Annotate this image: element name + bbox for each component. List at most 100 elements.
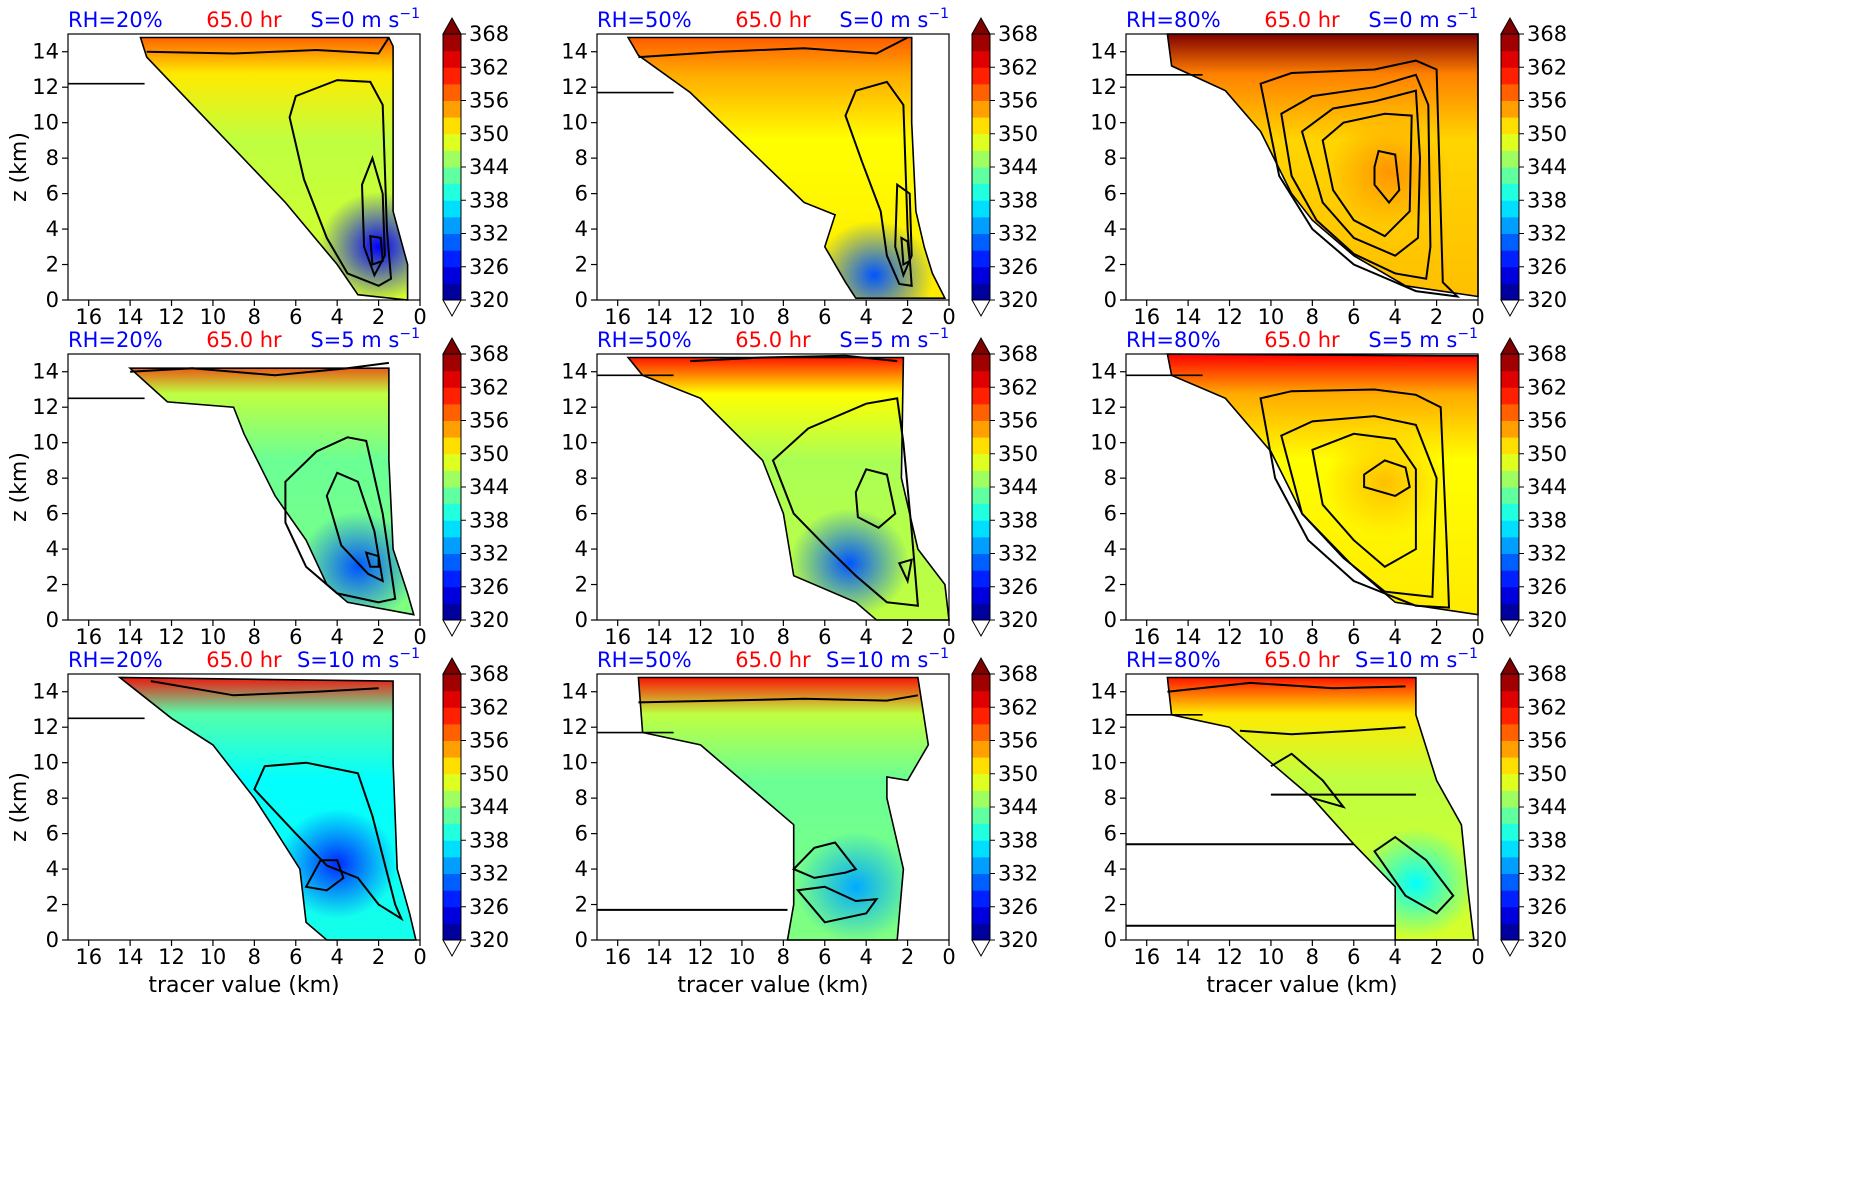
theta-field (130, 368, 414, 615)
title-shear: S=10 m s−1 (1355, 646, 1478, 672)
colorbar-tick-label: 368 (998, 342, 1038, 366)
y-tick-label: 0 (575, 288, 588, 312)
panel-rh20-5ms: 16 14 12 10 8 6 4 2 0 0 2 4 6 8 10 12 14 z (km) RH=20% 65.0… (7, 326, 509, 649)
colorbar: 320 326 332 338 344 350 356 362 368 (442, 656, 509, 958)
x-tick-label: 6 (1347, 305, 1360, 329)
colorbar-band (972, 83, 990, 101)
axes-frame (67, 33, 421, 301)
colorbar-band (972, 707, 990, 725)
axes-frame (596, 673, 950, 941)
colorbar-band (972, 570, 990, 588)
title-time: 65.0 hr (735, 328, 811, 352)
contour-line (1373, 149, 1401, 205)
panel-grid: 16 14 12 10 8 6 4 2 0 0 2 4 6 8 10 12 14 z (km) RH=20% 65.0… (7, 6, 1567, 998)
y-tick-label: 10 (561, 111, 588, 135)
colorbar-band (972, 403, 990, 421)
title-shear: S=5 m s−1 (1368, 326, 1478, 352)
colorbar: 320 326 332 338 344 350 356 362 368 (1500, 336, 1567, 638)
colorbar-tick-label: 362 (1527, 695, 1567, 719)
title-time: 65.0 hr (1264, 328, 1340, 352)
y-tick-label: 0 (575, 928, 588, 952)
colorbar-extend-max (971, 656, 991, 675)
colorbar-band (972, 790, 990, 808)
colorbar-band (972, 100, 990, 118)
colorbar-tick-label: 368 (1527, 22, 1567, 46)
title-rh: RH=80% (1126, 328, 1221, 352)
x-tick-label: 4 (1388, 625, 1401, 649)
y-tick-label: 0 (46, 608, 59, 632)
y-tick-label: 6 (1104, 182, 1117, 206)
x-tick-label: 4 (330, 305, 343, 329)
colorbar-tick-label: 344 (998, 155, 1038, 179)
colorbar-tick-label: 350 (998, 442, 1038, 466)
x-tick-label: 0 (1471, 945, 1484, 969)
colorbar-extend-min (442, 619, 462, 638)
panel-rh80-5ms: 16 14 12 10 8 6 4 2 0 0 2 4 6 8 10 12 14 RH=80% 65.0 hr S=5… (1090, 326, 1567, 649)
title-shear: S=10 m s−1 (826, 646, 949, 672)
title-time: 65.0 hr (206, 328, 282, 352)
colorbar-band (443, 823, 461, 841)
colorbar-band (972, 216, 990, 234)
y-tick-label: 2 (1104, 573, 1117, 597)
colorbar-band (972, 437, 990, 455)
colorbar-tick-label: 350 (1527, 442, 1567, 466)
x-axis-label: tracer value (km) (1206, 973, 1397, 998)
colorbar-band (443, 773, 461, 791)
colorbar-band (443, 740, 461, 758)
colorbar-tick-label: 320 (998, 608, 1038, 632)
colorbar-band (443, 403, 461, 421)
contour-line (854, 468, 897, 529)
colorbar-band (972, 34, 990, 52)
colorbar-tick-label: 326 (998, 575, 1038, 599)
colorbar-extend-min (1500, 299, 1520, 318)
y-tick-label: 8 (46, 146, 59, 170)
colorbar-band (443, 873, 461, 891)
colorbar-band (443, 150, 461, 168)
x-tick-label: 14 (646, 305, 673, 329)
contour-line (364, 551, 380, 568)
y-tick-label: 2 (575, 893, 588, 917)
colorbar-band (1501, 487, 1519, 505)
x-tick-label: 14 (117, 625, 144, 649)
colorbar: 320 326 332 338 344 350 356 362 368 (1500, 656, 1567, 958)
x-tick-label: 12 (687, 945, 714, 969)
y-tick-label: 14 (561, 680, 588, 704)
colorbar-band (443, 503, 461, 521)
colorbar-tick-label: 356 (998, 729, 1038, 753)
title-time: 65.0 hr (206, 8, 282, 32)
colorbar-tick-label: 338 (1527, 508, 1567, 532)
colorbar-tick-label: 326 (469, 575, 509, 599)
x-tick-label: 14 (117, 305, 144, 329)
x-tick-label: 14 (646, 945, 673, 969)
x-tick-label: 14 (646, 625, 673, 649)
y-tick-label: 8 (1104, 786, 1117, 810)
axes-frame (67, 353, 421, 621)
colorbar-band (972, 117, 990, 135)
colorbar-tick-label: 326 (1527, 575, 1567, 599)
colorbar-band (443, 470, 461, 488)
x-tick-label: 6 (1347, 945, 1360, 969)
axes-frame (67, 673, 421, 941)
colorbar-band (1501, 200, 1519, 218)
y-tick-label: 6 (46, 822, 59, 846)
colorbar-tick-label: 332 (469, 222, 509, 246)
y-axis-label: z (km) (7, 452, 32, 522)
contour-line (150, 680, 379, 697)
x-tick-label: 14 (1175, 305, 1202, 329)
x-tick-label: 6 (289, 625, 302, 649)
y-tick-label: 14 (1090, 40, 1117, 64)
y-tick-label: 10 (561, 431, 588, 455)
theta-core (297, 511, 414, 615)
colorbar-band (443, 807, 461, 825)
colorbar-band (1501, 553, 1519, 571)
colorbar-tick-label: 362 (998, 695, 1038, 719)
colorbar-band (972, 420, 990, 438)
contour-line (638, 36, 909, 59)
colorbar-tick-label: 368 (998, 662, 1038, 686)
x-tick-label: 8 (248, 945, 261, 969)
y-tick-label: 8 (575, 466, 588, 490)
colorbar-band (972, 370, 990, 388)
colorbar-extend-min (971, 299, 991, 318)
colorbar-band (1501, 370, 1519, 388)
contour-line (844, 80, 913, 287)
